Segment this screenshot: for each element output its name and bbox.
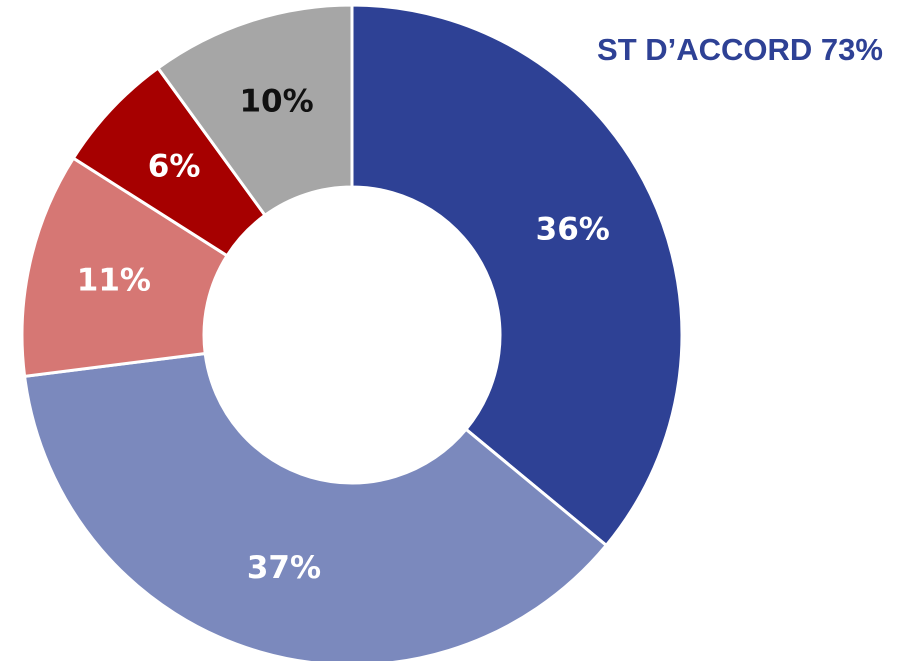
slice (20, 156, 230, 379)
slice (350, 3, 684, 548)
slice (22, 351, 609, 661)
data-label: 10% (239, 83, 313, 119)
data-label: 6% (148, 148, 201, 184)
data-label: 37% (247, 550, 321, 586)
slice (155, 3, 354, 218)
data-label: 36% (536, 212, 610, 248)
data-label: 11% (77, 262, 151, 298)
annotation: ST D’ACCORD 73% (597, 32, 883, 67)
